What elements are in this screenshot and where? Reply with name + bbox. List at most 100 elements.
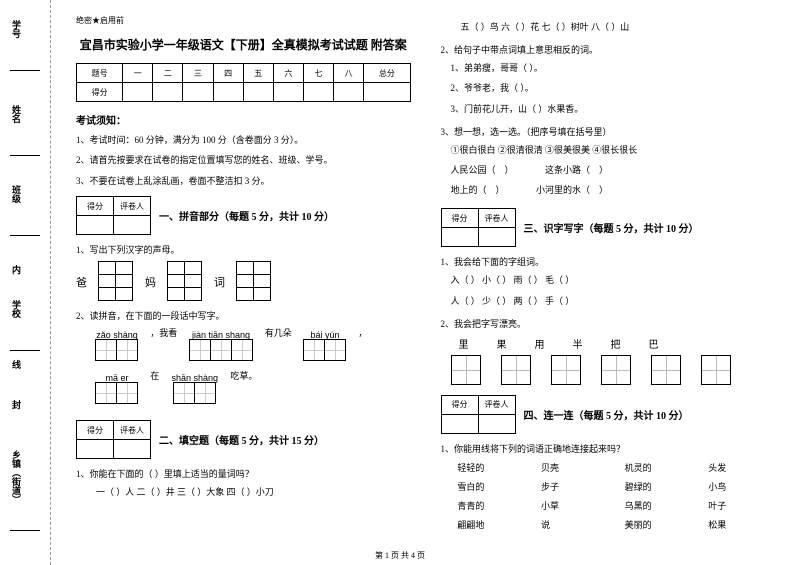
page-footer: 第 1 页 共 4 页 bbox=[0, 550, 800, 561]
practice-char: 巴 bbox=[649, 336, 659, 351]
fill-item: 3、门前花儿开，山（ ）水果香。 bbox=[451, 101, 776, 117]
score-header: 三 bbox=[183, 64, 213, 83]
side-label-xiangzhen: 乡镇（街道） bbox=[10, 450, 23, 504]
mini-header: 得分 bbox=[77, 197, 114, 216]
connect-word: 美丽的 bbox=[625, 518, 675, 531]
side-label-xingming: 姓名 bbox=[10, 105, 23, 123]
side-cut-feng: 封 bbox=[10, 400, 23, 409]
tian-box bbox=[601, 355, 631, 385]
score-header: 五 bbox=[243, 64, 273, 83]
connect-word: 雪白的 bbox=[457, 480, 507, 493]
mini-score-table: 得分 评卷人 bbox=[76, 196, 151, 235]
question-2-3: 3、想一想，选一选。（把序号填在括号里） bbox=[441, 125, 776, 138]
side-cut-nei: 内 bbox=[10, 265, 23, 274]
mini-header: 得分 bbox=[441, 209, 478, 228]
question-2-1: 1、你能在下面的（ ）里填上适当的量词吗？ bbox=[76, 467, 411, 480]
tail-text: ，我看 bbox=[150, 328, 177, 338]
connect-word: 机灵的 bbox=[625, 461, 675, 474]
side-underline bbox=[10, 70, 40, 71]
char-ma: 妈 bbox=[145, 274, 156, 290]
mini-score-table: 得分 评卷人 bbox=[441, 208, 516, 247]
tail-text: 吃草。 bbox=[230, 371, 257, 381]
score-header: 总分 bbox=[364, 64, 410, 83]
practice-char: 半 bbox=[573, 336, 583, 351]
connect-word: 青青的 bbox=[457, 499, 507, 512]
fill-item: 人民公园（ ） 这条小路（ ） bbox=[451, 162, 776, 178]
mini-score-table: 得分 评卷人 bbox=[441, 395, 516, 434]
connect-word: 叶子 bbox=[708, 499, 758, 512]
fill-item: 地上的（ ） 小河里的水（ ） bbox=[451, 182, 776, 198]
score-header: 七 bbox=[303, 64, 333, 83]
exam-title: 宜昌市实验小学一年级语文【下册】全真模拟考试试题 附答案 bbox=[76, 36, 411, 53]
side-underline bbox=[10, 530, 40, 531]
answer-grid bbox=[168, 262, 202, 301]
practice-char: 用 bbox=[535, 336, 545, 351]
fill-item: 1、弟弟瘦，哥哥（ ）。 bbox=[451, 60, 776, 76]
notice-item: 1、考试时间：60 分钟，满分为 100 分（含卷面分 3 分）。 bbox=[76, 133, 411, 147]
mini-header: 评卷人 bbox=[114, 197, 151, 216]
score-table: 题号 一 二 三 四 五 六 七 八 总分 得分 bbox=[76, 63, 411, 102]
fill-item: 2、爷爷老，我（ ）。 bbox=[451, 80, 776, 96]
answer-grid bbox=[237, 262, 271, 301]
practice-char: 果 bbox=[497, 336, 507, 351]
connect-word: 小草 bbox=[541, 499, 591, 512]
side-label-xuehao: 学号 bbox=[10, 20, 23, 38]
secret-line: 绝密★启用前 bbox=[76, 15, 411, 26]
char-ci: 词 bbox=[214, 274, 225, 290]
tian-box bbox=[651, 355, 681, 385]
side-underline bbox=[10, 350, 40, 351]
section-2-title: 二、填空题（每题 5 分，共计 15 分） bbox=[159, 432, 324, 447]
question-1-1: 1、写出下列汉字的声母。 bbox=[76, 243, 411, 256]
side-label-xuexiao: 学校 bbox=[10, 300, 23, 318]
fill-line: 五（ ）鸟 六（ ）花 七（ ）树叶 八（ ）山 bbox=[461, 19, 776, 35]
connect-word: 轻轻的 bbox=[457, 461, 507, 474]
connect-word: 乌黑的 bbox=[625, 499, 675, 512]
connect-word: 小鸟 bbox=[708, 480, 758, 493]
score-header: 二 bbox=[153, 64, 183, 83]
practice-char: 里 bbox=[459, 336, 469, 351]
section-3-title: 三、识字写字（每题 5 分，共计 10 分） bbox=[524, 220, 699, 235]
score-header: 一 bbox=[123, 64, 153, 83]
question-2-2: 2、给句子中带点词填上意思相反的词。 bbox=[441, 43, 776, 56]
mini-header: 评卷人 bbox=[114, 421, 151, 440]
mini-header: 评卷人 bbox=[478, 395, 515, 414]
tail-text: ， bbox=[358, 328, 367, 338]
connect-word: 头发 bbox=[708, 461, 758, 474]
notice-item: 3、不要在试卷上乱涂乱画，卷面不整洁扣 3 分。 bbox=[76, 174, 411, 188]
tail-text: 在 bbox=[150, 371, 159, 381]
side-label-banji: 班级 bbox=[10, 185, 23, 203]
mini-header: 得分 bbox=[441, 395, 478, 414]
left-column: 绝密★启用前 宜昌市实验小学一年级语文【下册】全真模拟考试试题 附答案 题号 一… bbox=[61, 15, 426, 555]
fill-line: 入（ ） 小（ ） 雨（ ） 毛（ ） bbox=[451, 272, 776, 288]
answer-grid bbox=[99, 262, 133, 301]
question-4-1: 1、你能用线将下列的词语正确地连接起来吗？ bbox=[441, 442, 776, 455]
mini-header: 得分 bbox=[77, 421, 114, 440]
mini-header: 评卷人 bbox=[478, 209, 515, 228]
question-3-1: 1、我会给下面的字组词。 bbox=[441, 255, 776, 268]
section-4-title: 四、连一连（每题 5 分，共计 10 分） bbox=[524, 407, 689, 422]
connect-word: 步子 bbox=[541, 480, 591, 493]
right-column: 五（ ）鸟 六（ ）花 七（ ）树叶 八（ ）山 2、给句子中带点词填上意思相反… bbox=[426, 15, 791, 555]
char-ba: 爸 bbox=[76, 274, 87, 290]
question-1-2: 2、读拼音，在下面的一段话中写字。 bbox=[76, 309, 411, 322]
fill-line: 一（ ）人 二（ ）井 三（ ）大象 四（ ）小刀 bbox=[96, 484, 411, 500]
section-1-title: 一、拼音部分（每题 5 分，共计 10 分） bbox=[159, 208, 334, 223]
score-header: 八 bbox=[334, 64, 364, 83]
tian-box bbox=[501, 355, 531, 385]
score-row-label: 得分 bbox=[77, 83, 123, 102]
binding-margin: 学号 姓名 班级 内 学校 线 封 乡镇（街道） bbox=[0, 0, 51, 565]
connect-word: 松果 bbox=[708, 518, 758, 531]
mini-score-table: 得分 评卷人 bbox=[76, 420, 151, 459]
connect-word: 说 bbox=[541, 518, 591, 531]
side-cut-xian: 线 bbox=[10, 360, 23, 369]
connect-row: 轻轻的 贝壳 机灵的 头发 bbox=[441, 461, 776, 474]
tian-box bbox=[701, 355, 731, 385]
score-header: 四 bbox=[213, 64, 243, 83]
fill-line: 人（ ） 少（ ） 两（ ） 手（ ） bbox=[451, 293, 776, 309]
connect-word: 碧绿的 bbox=[625, 480, 675, 493]
connect-row: 雪白的 步子 碧绿的 小鸟 bbox=[441, 480, 776, 493]
connect-row: 翩翩地 说 美丽的 松果 bbox=[441, 518, 776, 531]
side-underline bbox=[10, 155, 40, 156]
side-underline bbox=[10, 235, 40, 236]
question-3-2: 2、我会把字写漂亮。 bbox=[441, 317, 776, 330]
